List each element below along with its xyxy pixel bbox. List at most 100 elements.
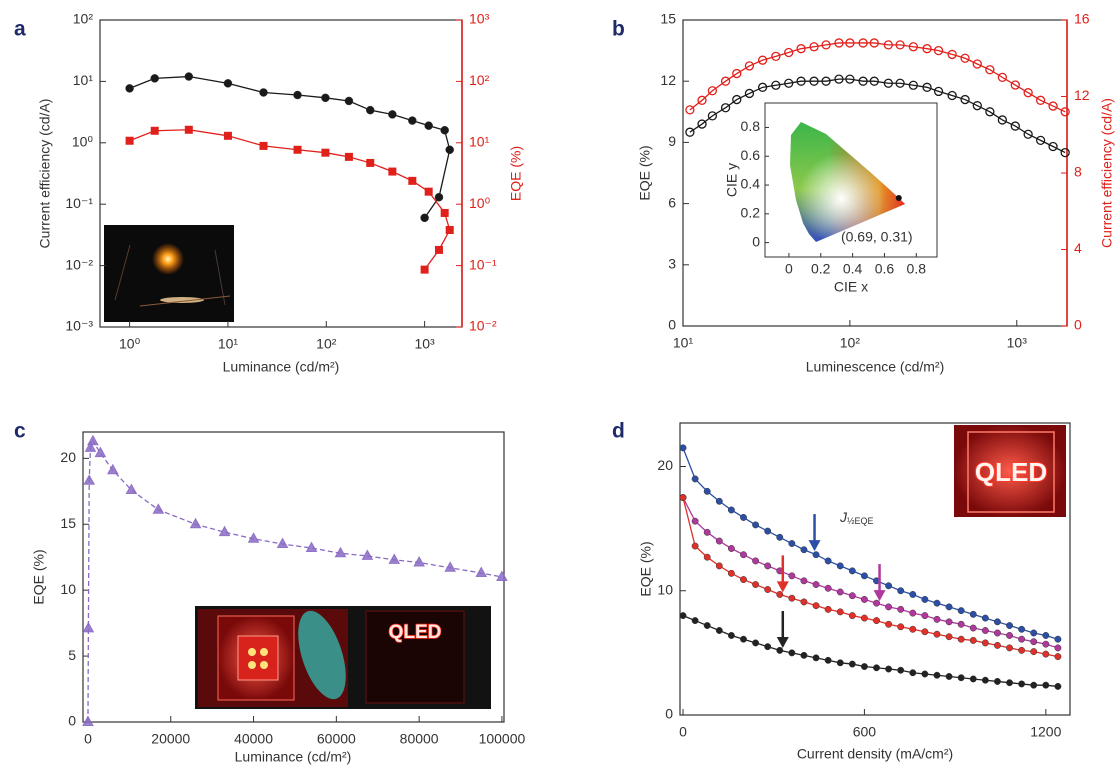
marker [704, 622, 710, 628]
marker [982, 677, 988, 683]
marker [994, 619, 1000, 625]
marker [873, 665, 879, 671]
marker [83, 623, 93, 632]
inset-y-tick-label: 0.6 [741, 147, 761, 163]
marker [849, 568, 855, 574]
marker [153, 504, 163, 513]
marker [1031, 682, 1037, 688]
color-point [896, 195, 902, 201]
marker [970, 637, 976, 643]
marker [752, 640, 758, 646]
marker [777, 647, 783, 653]
marker [476, 568, 486, 577]
marker [789, 540, 795, 546]
y2-tick-label: 0 [1074, 317, 1082, 333]
marker [752, 558, 758, 564]
marker [83, 717, 93, 726]
y-tick-label: 10⁰ [72, 134, 94, 150]
marker [126, 84, 134, 92]
marker [185, 126, 193, 134]
marker [366, 159, 374, 167]
marker [801, 599, 807, 605]
inset-y-tick-label: 0.8 [741, 118, 761, 134]
y2-tick-label: 10⁻¹ [469, 256, 497, 272]
x-tick-label: 0 [84, 731, 92, 747]
y-tick-label: 10 [657, 581, 673, 597]
marker [366, 106, 374, 114]
marker [1006, 679, 1012, 685]
marker [435, 193, 443, 201]
marker [362, 550, 372, 559]
marker [294, 146, 302, 154]
x-axis-title: Current density (mA/cm²) [797, 746, 953, 762]
y-tick-label: 0 [668, 317, 676, 333]
marker [716, 563, 722, 569]
marker [885, 583, 891, 589]
y-tick-label: 15 [60, 515, 76, 531]
marker [1055, 653, 1061, 659]
marker [321, 149, 329, 157]
marker [185, 73, 193, 81]
marker [934, 631, 940, 637]
marker [151, 127, 159, 135]
y-tick-label: 20 [60, 449, 76, 465]
marker [873, 617, 879, 623]
marker [849, 661, 855, 667]
marker [740, 514, 746, 520]
marker [910, 610, 916, 616]
marker [686, 128, 694, 136]
x-tick-label: 10⁰ [119, 336, 141, 352]
y-tick-label: 10 [60, 581, 76, 597]
marker [837, 609, 843, 615]
y-axis-title: EQE (%) [638, 541, 654, 596]
marker [728, 507, 734, 513]
y-tick-label: 9 [668, 133, 676, 149]
marker [345, 153, 353, 161]
x-tick-label: 10¹ [218, 336, 239, 352]
marker [389, 554, 399, 563]
x-tick-label: 10² [316, 336, 337, 352]
y-tick-label: 10⁻¹ [65, 195, 93, 211]
panel-label: a [14, 18, 26, 41]
marker [777, 591, 783, 597]
marker [885, 621, 891, 627]
y-tick-label: 15 [660, 11, 676, 27]
photo-text: QLED [389, 622, 442, 643]
marker [982, 615, 988, 621]
photo-a [104, 225, 234, 322]
marker [425, 122, 433, 130]
y-tick-label: 20 [657, 457, 673, 473]
marker [95, 448, 105, 457]
series-line [130, 77, 450, 218]
marker [704, 488, 710, 494]
marker [692, 543, 698, 549]
marker [345, 97, 353, 105]
y2-axis-title: Current efficiency (cd/A) [1099, 98, 1115, 248]
marker [837, 660, 843, 666]
arrow-head [809, 540, 821, 551]
marker [151, 74, 159, 82]
x-axis-title: Luminance (cd/m²) [223, 359, 340, 375]
marker [994, 642, 1000, 648]
marker [813, 655, 819, 661]
marker [861, 663, 867, 669]
panel-label: d [612, 420, 625, 443]
marker [982, 640, 988, 646]
photo-text: QLED [975, 457, 1047, 487]
pixel-glow [248, 661, 256, 669]
marker [191, 519, 201, 528]
marker [680, 445, 686, 451]
point-label: (0.69, 0.31) [841, 229, 913, 245]
marker [1043, 632, 1049, 638]
marker [446, 146, 454, 154]
marker [885, 666, 891, 672]
y2-tick-label: 10⁻² [469, 318, 497, 334]
x-tick-label: 0 [679, 724, 687, 740]
y2-tick-label: 10³ [469, 11, 490, 27]
marker [680, 494, 686, 500]
x-tick-label: 80000 [400, 731, 439, 747]
marker [970, 611, 976, 617]
inset-y-tick-label: 0.2 [741, 205, 761, 221]
y-tick-label: 0 [68, 713, 76, 729]
x-axis-title: Luminance (cd/m²) [235, 749, 352, 765]
